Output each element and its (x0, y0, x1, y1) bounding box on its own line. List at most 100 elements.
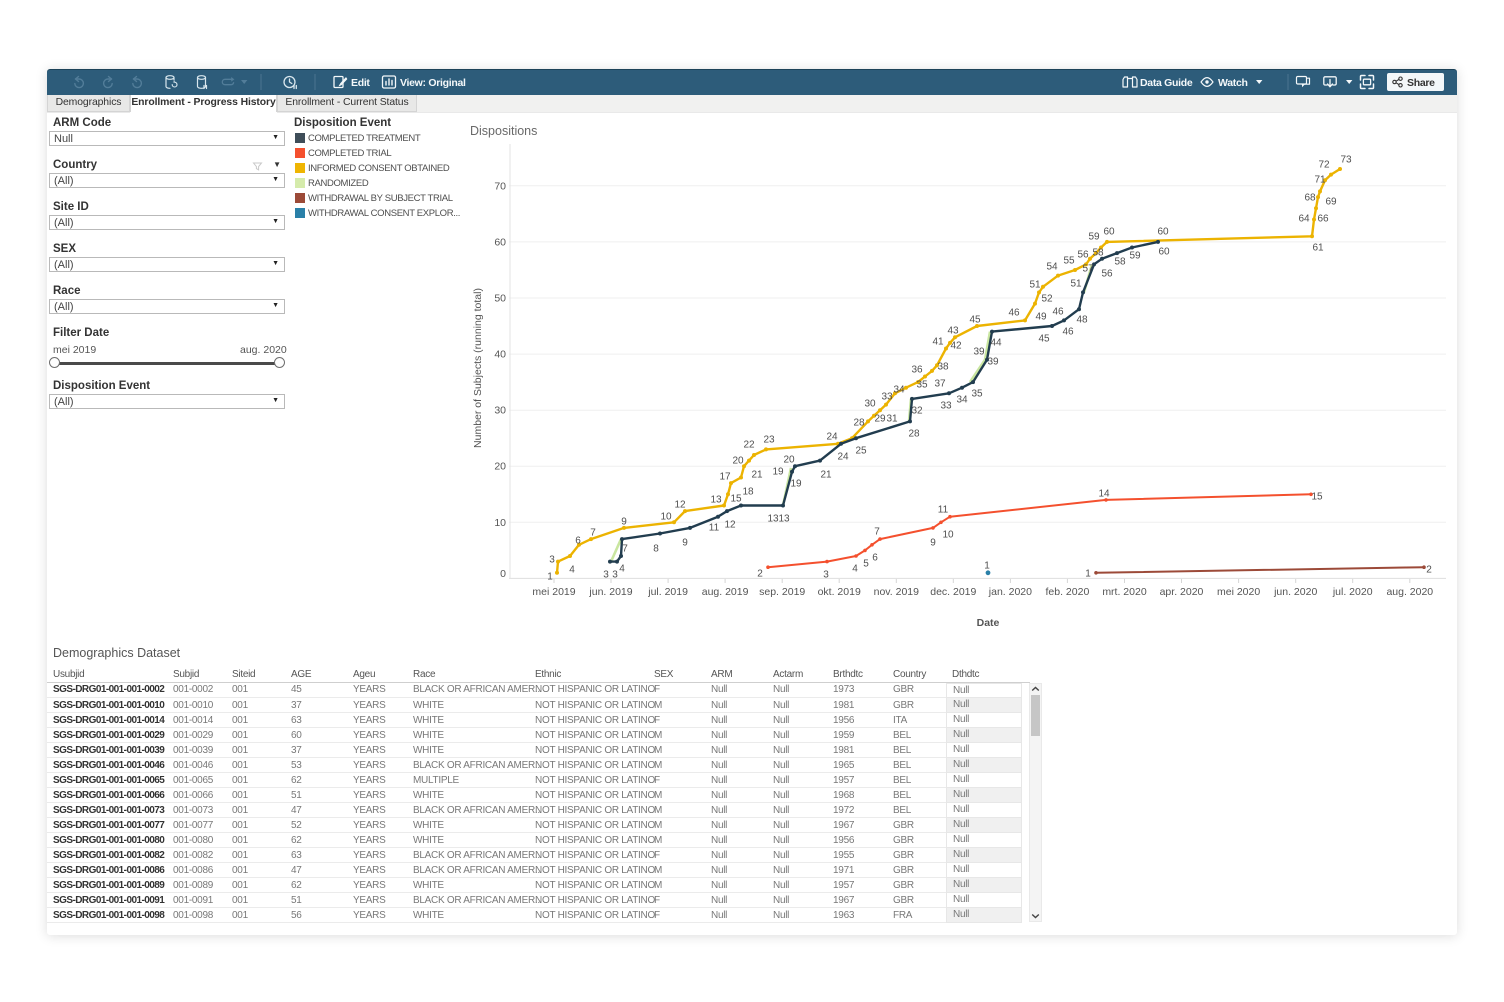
svg-text:mei 2020: mei 2020 (1217, 586, 1260, 598)
svg-text:24: 24 (826, 432, 838, 443)
svg-text:6: 6 (872, 553, 878, 564)
svg-text:11: 11 (938, 505, 949, 516)
svg-text:43: 43 (947, 326, 959, 337)
svg-text:60: 60 (1103, 227, 1115, 238)
svg-text:66: 66 (1317, 214, 1329, 225)
svg-text:9: 9 (682, 538, 688, 549)
svg-text:mrt. 2020: mrt. 2020 (1102, 586, 1147, 598)
svg-text:12: 12 (724, 520, 736, 531)
svg-text:28: 28 (908, 429, 920, 440)
svg-text:39: 39 (973, 347, 985, 358)
svg-text:21: 21 (820, 470, 832, 481)
svg-text:60: 60 (494, 236, 506, 248)
svg-text:3: 3 (603, 570, 609, 581)
svg-text:0: 0 (500, 568, 506, 580)
svg-text:46: 46 (1062, 327, 1074, 338)
svg-text:45: 45 (1038, 334, 1050, 345)
svg-text:4: 4 (852, 564, 858, 575)
svg-text:7: 7 (590, 528, 596, 539)
svg-text:20: 20 (783, 455, 795, 466)
svg-text:13: 13 (710, 495, 722, 506)
svg-text:Date: Date (977, 617, 1000, 629)
svg-text:56: 56 (1101, 269, 1113, 280)
svg-text:45: 45 (969, 315, 981, 326)
svg-text:nov. 2019: nov. 2019 (874, 586, 920, 598)
svg-text:60: 60 (1158, 247, 1170, 258)
svg-text:29: 29 (874, 414, 886, 425)
svg-text:38: 38 (937, 362, 949, 373)
svg-text:34: 34 (893, 385, 905, 396)
svg-text:21: 21 (751, 470, 763, 481)
svg-text:39: 39 (987, 357, 999, 368)
svg-text:56: 56 (1077, 250, 1089, 261)
svg-text:37: 37 (934, 379, 946, 390)
svg-text:10: 10 (494, 517, 506, 529)
svg-text:36: 36 (911, 365, 923, 376)
svg-text:72: 72 (1318, 160, 1330, 171)
svg-text:19: 19 (790, 479, 802, 490)
svg-text:69: 69 (1325, 197, 1337, 208)
svg-text:68: 68 (1304, 193, 1316, 204)
svg-text:Number of Subjects (running to: Number of Subjects (running total) (472, 288, 484, 448)
svg-text:Edit: Edit (351, 77, 370, 89)
svg-text:apr. 2020: apr. 2020 (1160, 586, 1204, 598)
svg-text:aug. 2020: aug. 2020 (1386, 586, 1433, 598)
svg-text:31: 31 (886, 414, 898, 425)
svg-text:59: 59 (1129, 251, 1141, 262)
svg-text:15: 15 (1311, 492, 1323, 503)
svg-text:20: 20 (732, 456, 744, 467)
svg-text:52: 52 (1041, 294, 1053, 305)
svg-text:jul. 2020: jul. 2020 (1332, 586, 1373, 598)
svg-text:44: 44 (990, 338, 1002, 349)
svg-text:7: 7 (874, 527, 880, 538)
svg-text:1: 1 (984, 561, 990, 572)
svg-text:sep. 2019: sep. 2019 (759, 586, 805, 598)
svg-text:60: 60 (1157, 227, 1169, 238)
svg-text:jan. 2020: jan. 2020 (988, 586, 1032, 598)
svg-text:70: 70 (494, 180, 506, 192)
svg-text:mei 2019: mei 2019 (532, 586, 575, 598)
svg-text:51: 51 (1070, 279, 1082, 290)
svg-text:58: 58 (1114, 257, 1126, 268)
svg-text:Dispositions: Dispositions (470, 124, 537, 138)
svg-text:32: 32 (911, 406, 923, 417)
svg-text:48: 48 (1076, 315, 1088, 326)
svg-text:Watch: Watch (1218, 77, 1248, 89)
svg-text:aug. 2019: aug. 2019 (702, 586, 749, 598)
svg-text:64: 64 (1298, 214, 1310, 225)
svg-text:42: 42 (950, 341, 962, 352)
svg-text:46: 46 (1052, 307, 1064, 318)
svg-text:jul. 2019: jul. 2019 (647, 586, 688, 598)
svg-text:feb. 2020: feb. 2020 (1046, 586, 1090, 598)
svg-text:4: 4 (569, 565, 575, 576)
svg-text:11: 11 (709, 523, 720, 534)
svg-text:3: 3 (549, 555, 555, 566)
svg-text:4: 4 (619, 564, 625, 575)
svg-text:30: 30 (864, 399, 876, 410)
svg-text:33: 33 (940, 401, 952, 412)
svg-text:40: 40 (494, 349, 506, 361)
svg-text:5: 5 (863, 559, 869, 570)
svg-text:51: 51 (1029, 280, 1041, 291)
svg-text:View: Original: View: Original (400, 77, 466, 89)
svg-text:61: 61 (1312, 243, 1324, 254)
svg-text:25: 25 (855, 446, 867, 457)
svg-text:55: 55 (1063, 256, 1075, 267)
svg-text:jun. 2020: jun. 2020 (1273, 586, 1317, 598)
svg-text:57: 57 (1082, 264, 1094, 275)
svg-text:13: 13 (778, 514, 790, 525)
svg-text:54: 54 (1046, 262, 1058, 273)
svg-text:34: 34 (956, 395, 968, 406)
svg-text:14: 14 (1098, 489, 1110, 500)
svg-text:10: 10 (942, 530, 954, 541)
svg-text:17: 17 (719, 472, 731, 483)
svg-text:9: 9 (621, 517, 627, 528)
svg-text:50: 50 (494, 293, 506, 305)
svg-text:2: 2 (757, 569, 763, 580)
svg-text:24: 24 (837, 452, 849, 463)
svg-text:41: 41 (932, 337, 944, 348)
svg-text:59: 59 (1088, 232, 1100, 243)
svg-text:23: 23 (763, 435, 775, 446)
svg-text:7: 7 (622, 544, 628, 555)
svg-text:3: 3 (823, 570, 829, 581)
